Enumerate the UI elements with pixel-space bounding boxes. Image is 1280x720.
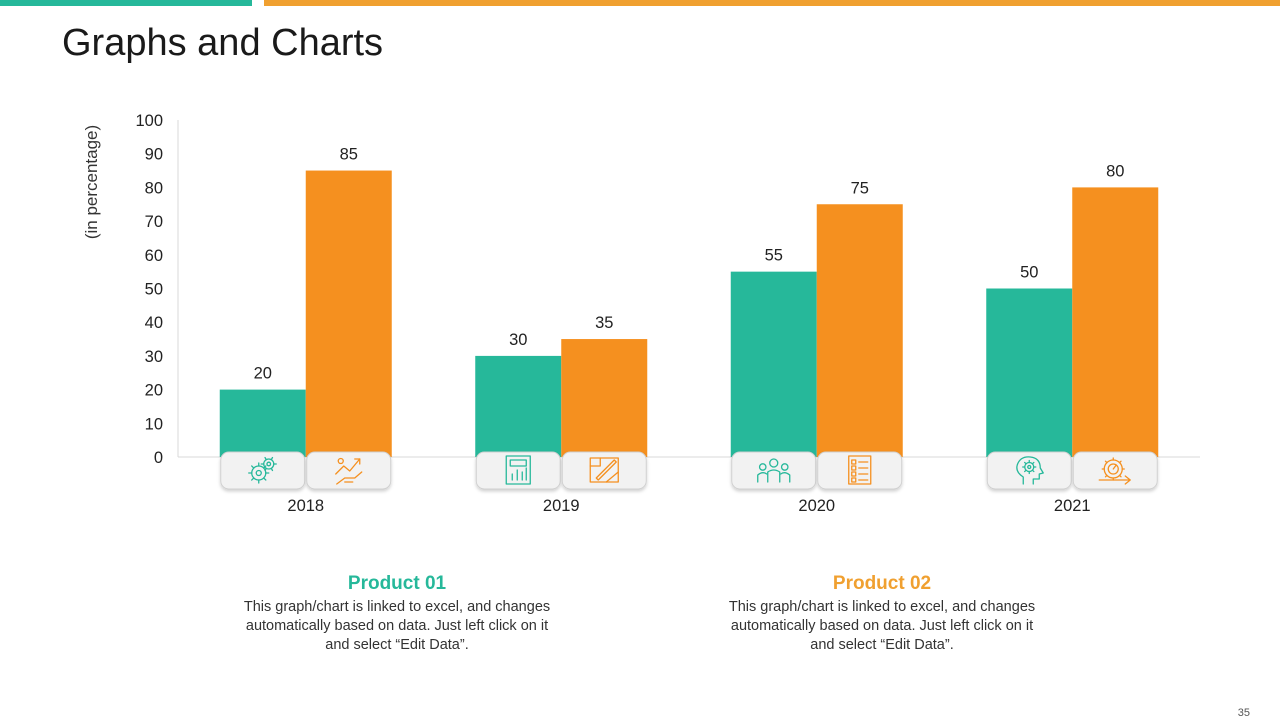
bar-chart: (in percentage) 0 10 20 30 40 50 60 70 80 90 100 20… <box>82 112 1200 515</box>
data-label: 75 <box>851 179 869 197</box>
y-tick-label: 80 <box>145 179 163 197</box>
x-tick-label: 2018 <box>287 497 324 515</box>
icon-tile <box>1072 451 1158 490</box>
y-tick-label: 60 <box>145 247 163 265</box>
data-label: 55 <box>765 247 783 265</box>
checklist-icon <box>848 455 872 485</box>
y-tick-label: 100 <box>135 112 163 130</box>
bar-2018-product-01 <box>219 389 306 457</box>
y-tick-label: 20 <box>145 382 163 400</box>
y-tick-label: 10 <box>145 415 163 433</box>
x-tick-label: 2019 <box>543 497 580 515</box>
y-tick-label: 0 <box>154 449 163 467</box>
page-number: 35 <box>1237 707 1250 719</box>
data-label: 85 <box>340 146 358 164</box>
bar-2021-product-02 <box>1072 187 1159 457</box>
y-axis-label: (in percentage) <box>82 125 101 239</box>
bar-2019-product-01 <box>475 355 562 457</box>
data-label: 30 <box>509 331 527 349</box>
icon-tile <box>220 451 306 490</box>
y-tick-label: 40 <box>145 314 163 332</box>
report-chart-icon <box>505 455 531 485</box>
product-02-block: Product 02 This graph/chart is linked to… <box>722 572 1042 655</box>
product-01-block: Product 01 This graph/chart is linked to… <box>237 572 557 655</box>
bar-2018-product-02 <box>305 170 392 458</box>
y-tick-label: 30 <box>145 348 163 366</box>
data-label: 50 <box>1020 264 1038 282</box>
icon-tile <box>817 451 903 490</box>
page-title: Graphs and Charts <box>62 22 384 64</box>
bar-2020-product-02 <box>816 204 903 457</box>
product-02-description: This graph/chart is linked to excel, and… <box>728 599 1036 653</box>
y-tick-label: 70 <box>145 213 163 231</box>
top-accent-bar-orange <box>264 0 1280 6</box>
product-01-description: This graph/chart is linked to excel, and… <box>243 599 551 653</box>
y-tick-label: 90 <box>145 146 163 164</box>
data-label: 20 <box>254 365 272 383</box>
x-tick-label: 2021 <box>1054 497 1091 515</box>
icon-tile <box>475 451 561 490</box>
data-label: 35 <box>595 314 613 332</box>
top-accent-bar-teal <box>0 0 252 6</box>
bar-2021-product-01 <box>986 288 1073 457</box>
bar-2019-product-02 <box>561 339 648 457</box>
head-gear-icon <box>1016 456 1044 485</box>
y-tick-label: 50 <box>145 281 163 299</box>
data-label: 80 <box>1106 162 1124 180</box>
team-people-icon <box>757 458 791 483</box>
product-01-title: Product 01 <box>347 573 447 594</box>
speedometer-arrow-icon <box>1098 457 1131 485</box>
icon-tile <box>986 451 1072 490</box>
gears-icon <box>248 456 277 484</box>
growth-hand-icon <box>335 457 363 485</box>
product-02-title: Product 02 <box>832 573 932 594</box>
x-tick-label: 2020 <box>798 497 835 515</box>
bar-2020-product-01 <box>730 271 817 457</box>
blueprint-pencil-icon <box>589 457 619 483</box>
